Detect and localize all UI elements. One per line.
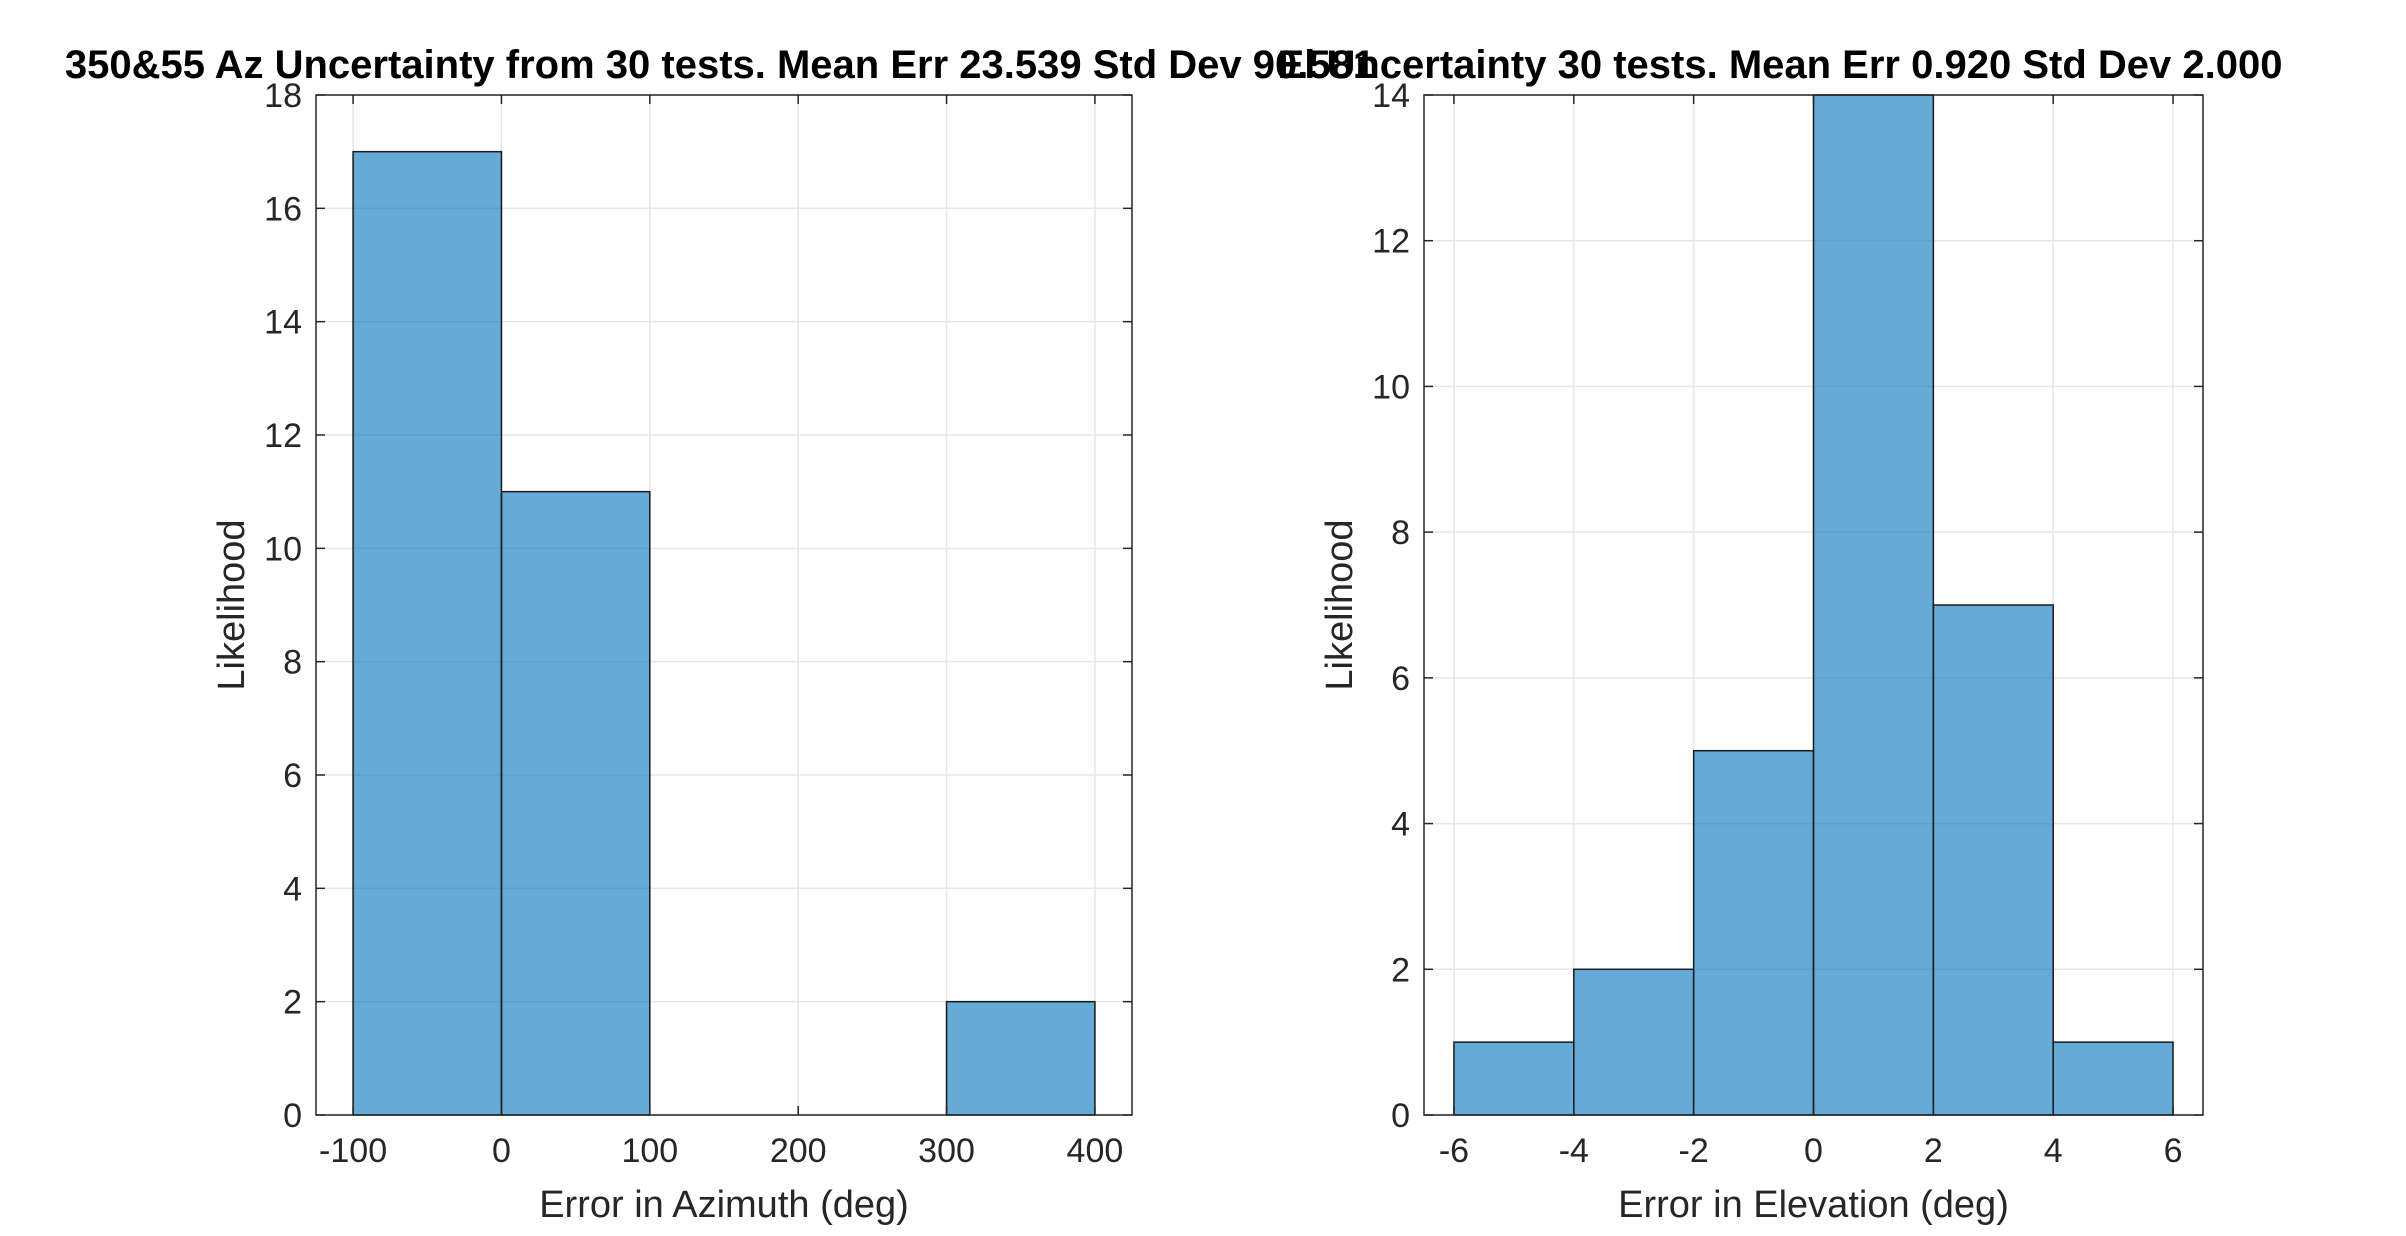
el-histogram-bar <box>1932 604 2054 1116</box>
el-y-tick-label: 6 <box>1391 660 1410 698</box>
el-x-tick-label: -4 <box>1559 1132 1589 1170</box>
el-x-tick-label: 0 <box>1804 1132 1823 1170</box>
az-axes-box <box>315 94 1133 1116</box>
el-y-axis-label: Likelihood <box>1319 519 1361 690</box>
az-x-tick-label: 0 <box>492 1132 511 1170</box>
az-y-tick-label: 8 <box>283 644 302 682</box>
elevation-histogram: -6 -4 -2 0 2 4 6 0 2 4 6 8 10 12 14 Error in Elevation … <box>1278 43 2283 1226</box>
el-x-tick-label: 6 <box>2164 1132 2183 1170</box>
az-chart-title: 350&55 Az Uncertainty from 30 tests. Mea… <box>65 43 1375 87</box>
az-y-tick-label: 4 <box>283 870 302 908</box>
az-y-tick-label: 16 <box>264 190 302 228</box>
el-x-axis-label: Error in Elevation (deg) <box>1618 1184 2009 1226</box>
el-x-tick-label: 2 <box>1924 1132 1943 1170</box>
az-y-tick-label: 14 <box>264 304 302 342</box>
el-histogram-bar <box>1812 94 1935 1116</box>
az-x-axis-label: Error in Azimuth (deg) <box>539 1184 909 1226</box>
el-y-tick-label: 8 <box>1391 514 1410 552</box>
el-x-tick-label: -6 <box>1439 1132 1469 1170</box>
az-x-tick-label: 300 <box>918 1132 975 1170</box>
az-x-tick-label: -100 <box>319 1132 387 1170</box>
el-y-tick-label: 0 <box>1391 1097 1410 1135</box>
el-chart-title: El Uncertainty 30 tests. Mean Err 0.920 … <box>1278 43 2283 87</box>
az-x-tick-label: 200 <box>770 1132 827 1170</box>
az-y-tick-label: 12 <box>264 417 302 455</box>
az-x-tick-label: 100 <box>621 1132 678 1170</box>
el-y-tick-label: 10 <box>1372 368 1410 406</box>
az-y-tick-label: 2 <box>283 984 302 1022</box>
az-y-tick-label: 18 <box>264 77 302 115</box>
az-y-tick-label: 6 <box>283 757 302 795</box>
az-x-tick-label: 400 <box>1067 1132 1124 1170</box>
az-y-axis-label: Likelihood <box>211 519 253 690</box>
azimuth-histogram: -100 0 100 200 300 400 0 2 4 6 8 10 12 14 16 18 Error in… <box>65 43 1375 1226</box>
az-y-tick-label: 0 <box>283 1097 302 1135</box>
el-y-tick-label: 4 <box>1391 806 1410 844</box>
el-x-tick-label: 4 <box>2044 1132 2063 1170</box>
el-y-tick-label: 2 <box>1391 951 1410 989</box>
el-y-tick-label: 14 <box>1372 77 1410 115</box>
el-histogram-bar <box>1573 968 1695 1116</box>
el-histogram-bar <box>1692 749 1815 1116</box>
az-y-tick-label: 10 <box>264 530 302 568</box>
el-x-tick-label: -2 <box>1679 1132 1709 1170</box>
az-histogram-bar <box>352 150 503 1116</box>
el-histogram-bar <box>1453 1041 1575 1116</box>
az-histogram-bar <box>945 1000 1096 1116</box>
az-histogram-bar <box>500 490 651 1116</box>
el-histogram-bar <box>2052 1041 2174 1116</box>
el-y-tick-label: 12 <box>1372 223 1410 261</box>
